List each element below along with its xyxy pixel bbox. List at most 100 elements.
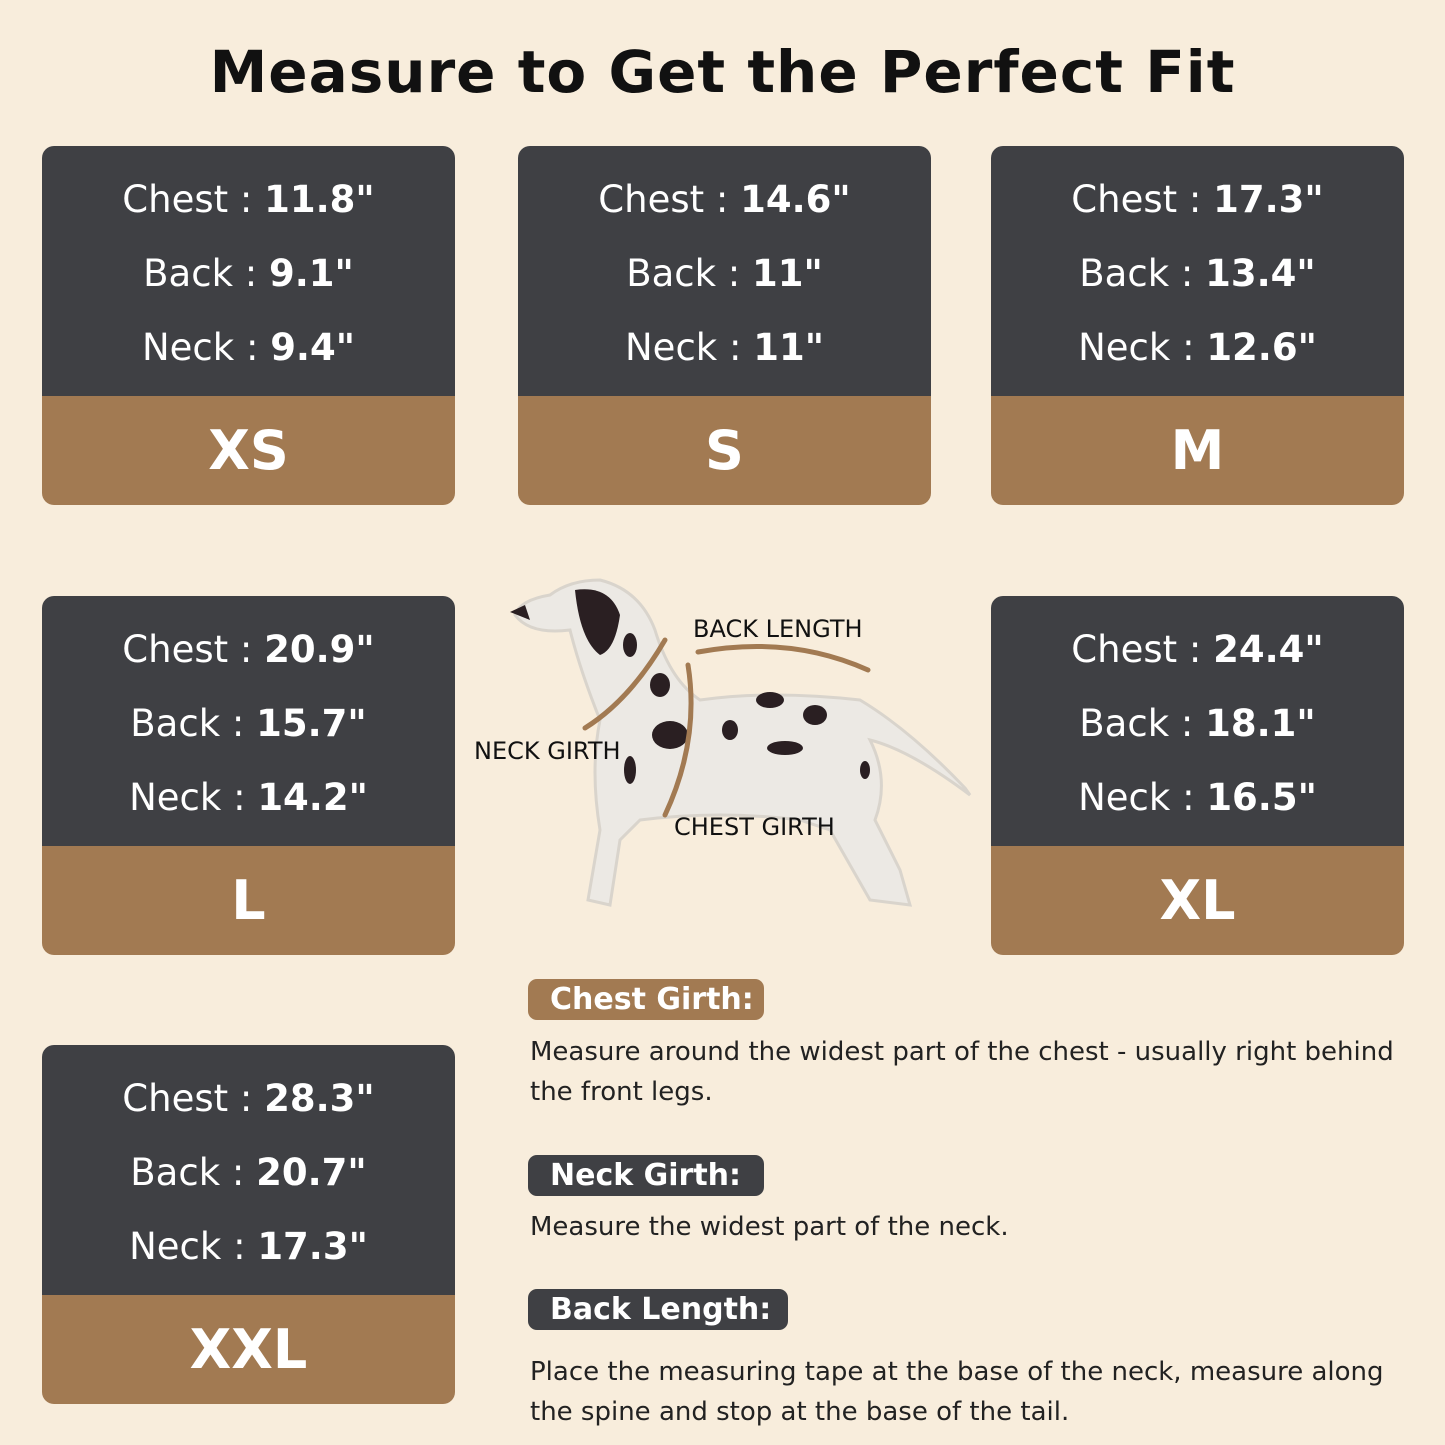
back-length-description: Place the measuring tape at the base of … <box>530 1357 1384 1427</box>
back-value: 18.1" <box>1205 702 1316 745</box>
back-label: Back <box>1079 702 1170 745</box>
back-length-heading: Back Length: <box>528 1289 788 1330</box>
chest-value: 14.6" <box>740 178 851 221</box>
neck-girth-description: Measure the widest part of the neck. <box>530 1212 1009 1242</box>
neck-label: Neck <box>625 326 718 369</box>
neck-value: 14.2" <box>257 776 368 819</box>
chest-label: Chest <box>1071 628 1178 671</box>
back-measurement: Back : 11" <box>626 248 823 322</box>
size-label: L <box>42 846 455 955</box>
chest-value: 20.9" <box>264 628 375 671</box>
neck-measurement: Neck : 11" <box>625 322 824 396</box>
size-card-m: Chest : 17.3" Back : 13.4" Neck : 12.6" M <box>991 146 1404 505</box>
back-label: Back <box>130 1151 221 1194</box>
chest-label: Chest <box>1071 178 1178 221</box>
chest-label: Chest <box>122 178 229 221</box>
size-label: M <box>991 396 1404 505</box>
chest-value: 28.3" <box>264 1077 375 1120</box>
back-length-label: BACK LENGTH <box>693 615 863 643</box>
separator: : <box>717 326 754 369</box>
chest-value: 24.4" <box>1213 628 1324 671</box>
separator: : <box>228 178 265 221</box>
neck-label: Neck <box>141 326 235 369</box>
separator: : <box>1170 776 1207 819</box>
neck-label: Neck <box>1078 326 1171 369</box>
chest-girth-heading: Chest Girth: <box>528 979 764 1020</box>
back-label: Back <box>1079 252 1170 295</box>
measurements-panel: Chest : 20.9" Back : 15.7" Neck : 14.2" <box>42 596 455 846</box>
neck-value: 11" <box>753 326 824 369</box>
chest-measurement: Chest : 14.6" <box>598 174 850 248</box>
separator: : <box>1170 326 1207 369</box>
separator: : <box>220 702 257 745</box>
neck-girth-heading: Neck Girth: <box>528 1155 764 1196</box>
size-label: XS <box>42 396 455 505</box>
size-label: S <box>518 396 931 505</box>
back-value: 20.7" <box>256 1151 367 1194</box>
separator: : <box>221 776 258 819</box>
chest-label: Chest <box>122 1077 229 1120</box>
back-measurement: Back : 13.4" <box>1079 248 1315 322</box>
chest-measurement: Chest : 28.3" <box>122 1073 374 1147</box>
back-measurement: Back : 15.7" <box>130 698 366 772</box>
back-measurement: Back : 20.7" <box>130 1147 366 1221</box>
size-card-s: Chest : 14.6" Back : 11" Neck : 11" S <box>518 146 931 505</box>
back-label: Back <box>626 252 717 295</box>
size-card-xl: Chest : 24.4" Back : 18.1" Neck : 16.5" XL <box>991 596 1404 955</box>
back-value: 15.7" <box>256 702 367 745</box>
neck-measurement: Neck : 12.6" <box>1078 322 1317 396</box>
separator: : <box>1169 252 1206 295</box>
neck-value: 12.6" <box>1206 326 1317 369</box>
separator: : <box>228 628 265 671</box>
back-value: 11" <box>752 252 823 295</box>
back-value: 13.4" <box>1205 252 1316 295</box>
neck-measurement: Neck : 14.2" <box>129 772 368 846</box>
neck-measurement: Neck : 17.3" <box>129 1221 368 1295</box>
separator: : <box>233 252 269 295</box>
separator: : <box>1169 702 1206 745</box>
neck-label: Neck <box>1078 776 1171 819</box>
chest-girth-label: CHEST GIRTH <box>674 813 835 841</box>
separator: : <box>220 1151 257 1194</box>
measurements-panel: Chest : 24.4" Back : 18.1" Neck : 16.5" <box>991 596 1404 846</box>
measurements-panel: Chest : 28.3" Back : 20.7" Neck : 17.3" <box>42 1045 455 1295</box>
neck-measurement: Neck : 9.4" <box>142 322 355 396</box>
dog-measurement-diagram <box>470 570 980 920</box>
size-card-l: Chest : 20.9" Back : 15.7" Neck : 14.2" L <box>42 596 455 955</box>
back-measurement: Back : 18.1" <box>1079 698 1315 772</box>
separator: : <box>221 1225 258 1268</box>
neck-label: Neck <box>129 776 222 819</box>
chest-measurement: Chest : 17.3" <box>1071 174 1323 248</box>
separator: : <box>704 178 741 221</box>
separator: : <box>1177 628 1214 671</box>
separator: : <box>228 1077 265 1120</box>
chest-label: Chest <box>122 628 229 671</box>
measurements-panel: Chest : 17.3" Back : 13.4" Neck : 12.6" <box>991 146 1404 396</box>
measurements-panel: Chest : 14.6" Back : 11" Neck : 11" <box>518 146 931 396</box>
measurements-panel: Chest : 11.8" Back : 9.1" Neck : 9.4" <box>42 146 455 396</box>
back-value: 9.1" <box>269 252 354 295</box>
chest-label: Chest <box>598 178 705 221</box>
dalmatian-illustration <box>510 578 972 907</box>
size-card-xxl: Chest : 28.3" Back : 20.7" Neck : 17.3" XXL <box>42 1045 455 1404</box>
page-title: Measure to Get the Perfect Fit <box>209 38 1236 106</box>
chest-value: 17.3" <box>1213 178 1324 221</box>
size-card-xs: Chest : 11.8" Back : 9.1" Neck : 9.4" XS <box>42 146 455 505</box>
chest-measurement: Chest : 20.9" <box>122 624 374 698</box>
neck-measurement: Neck : 16.5" <box>1078 772 1317 846</box>
chest-value: 11.8" <box>264 178 375 221</box>
separator: : <box>716 252 753 295</box>
neck-label: Neck <box>129 1225 222 1268</box>
separator: : <box>234 326 271 369</box>
neck-value: 17.3" <box>257 1225 368 1268</box>
neck-girth-label: NECK GIRTH <box>474 737 621 765</box>
size-label: XXL <box>42 1295 455 1404</box>
size-label: XL <box>991 846 1404 955</box>
chest-measurement: Chest : 11.8" <box>122 174 374 248</box>
back-label: Back <box>143 252 233 295</box>
back-measurement: Back : 9.1" <box>143 248 354 322</box>
chest-girth-description: Measure around the widest part of the ch… <box>530 1037 1394 1107</box>
chest-measurement: Chest : 24.4" <box>1071 624 1323 698</box>
neck-value: 9.4" <box>270 326 356 369</box>
neck-value: 16.5" <box>1206 776 1317 819</box>
